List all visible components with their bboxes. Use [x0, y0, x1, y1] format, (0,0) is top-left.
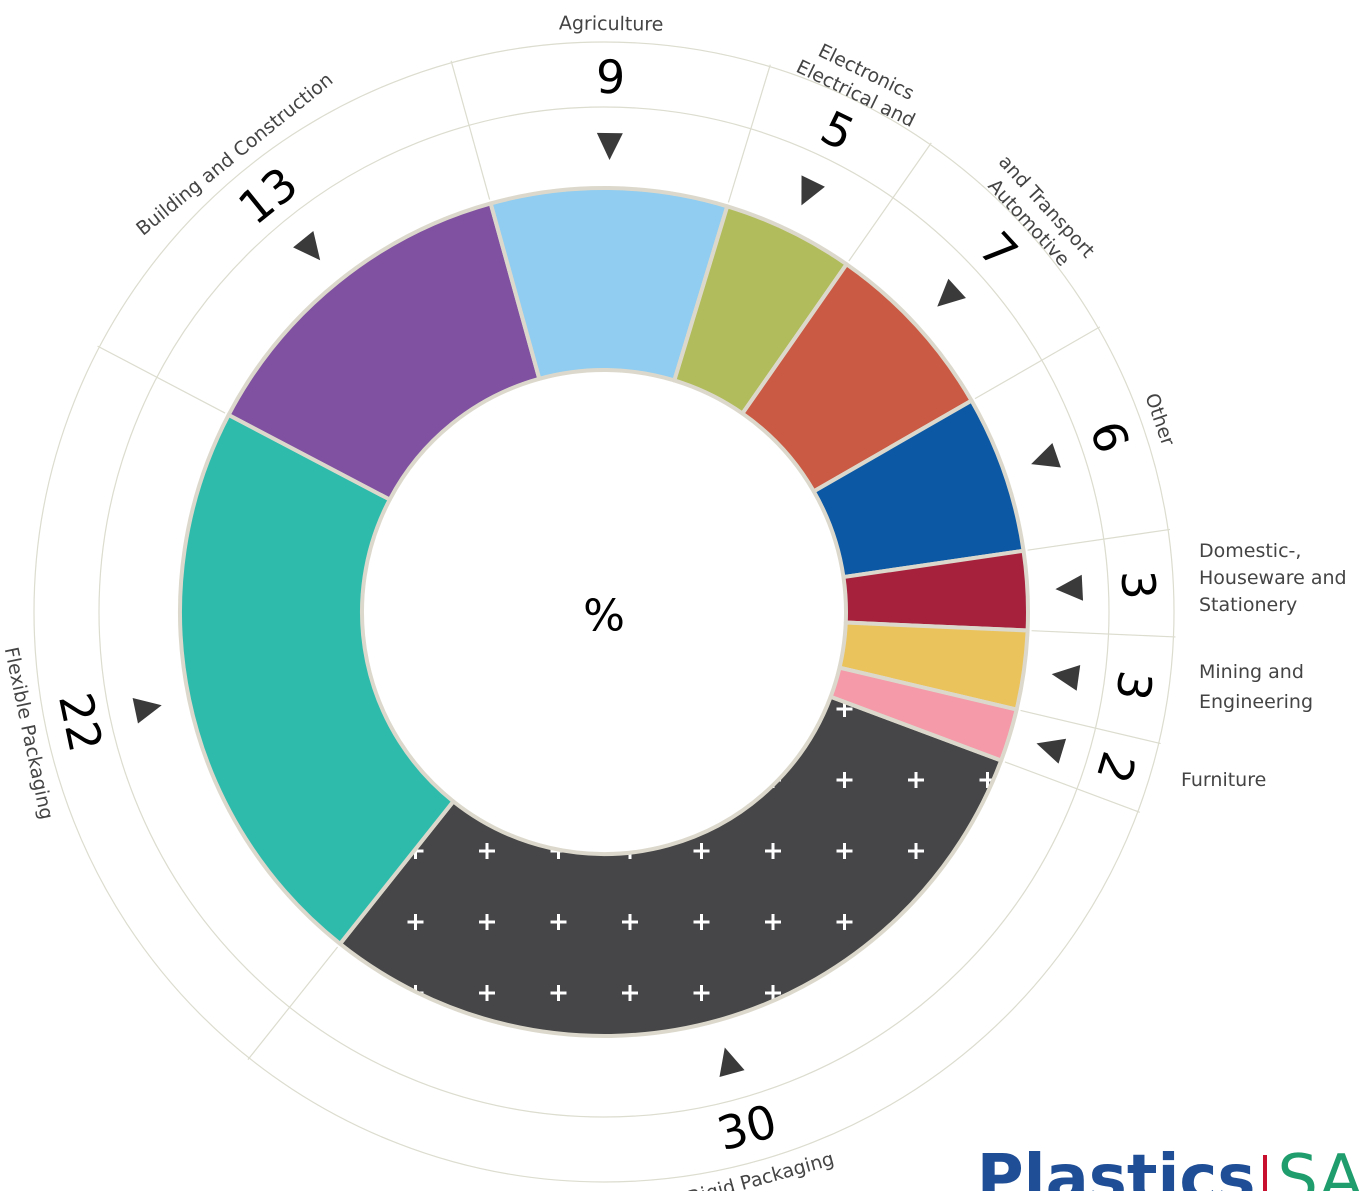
logo-divider-bar: [1263, 1155, 1268, 1191]
logo-sa-text: SA: [1277, 1142, 1363, 1191]
separator-line-5: [848, 142, 932, 262]
label-domestic-line3: Stationery: [1199, 594, 1298, 616]
value-label-automotive-and-transport: 7: [969, 222, 1029, 280]
value-label-electrical-and-electronics: 5: [813, 100, 863, 161]
separator-line-0: [1004, 761, 1140, 813]
value-label-flexible-packaging: 22: [48, 688, 113, 756]
label-mining-line2: Engineering: [1199, 691, 1313, 713]
pointer-flexible-packaging: [132, 698, 162, 724]
center-unit-label: %: [583, 591, 625, 642]
separator-line-3: [450, 60, 491, 200]
label-domestic-line2: Houseware and: [1199, 567, 1347, 589]
pointer-furniture: [1036, 738, 1067, 764]
value-label-building-and-construction: 13: [228, 156, 307, 235]
separator-line-7: [1027, 528, 1171, 551]
pointer-other: [1031, 442, 1061, 468]
value-label-domestic-houseware-and-stationery: 3: [1111, 569, 1166, 601]
label-furniture: Furniture: [1181, 767, 1266, 794]
slice-building-and-construction: [226, 201, 542, 502]
pointer-rigid-packaging: [719, 1047, 745, 1078]
category-label-agriculture: Agriculture: [559, 12, 664, 35]
pointer-domestic-houseware-and-stationery: [1055, 574, 1084, 601]
category-label-other: Other: [1140, 391, 1179, 449]
value-label-mining-and-engineering: 3: [1105, 667, 1163, 703]
pointer-mining-and-engineering: [1051, 664, 1081, 691]
slice-rigid-packaging: [338, 694, 1004, 1038]
separator-line-1: [247, 946, 339, 1061]
label-furniture-text: Furniture: [1181, 769, 1267, 791]
separator-line-2: [97, 345, 226, 414]
category-label-building: Building and Construction: [132, 69, 337, 241]
pointer-automotive-and-transport: [937, 278, 966, 307]
logo-plastics-text: Plastics: [976, 1142, 1256, 1191]
separator-line-6: [974, 326, 1101, 400]
separator-line-4: [727, 64, 771, 203]
pointer-building-and-construction: [293, 231, 321, 261]
pointer-agriculture: [596, 132, 623, 161]
guide-ring-2: [33, 41, 1175, 1183]
category-label-rigid: Rigid Packaging: [686, 1148, 837, 1191]
guide-ring-1: [98, 106, 1110, 1118]
label-mining-line1: Mining and: [1199, 661, 1304, 683]
separator-line-9: [1020, 709, 1161, 745]
plastics-sa-logo: Plastics SA: [977, 1139, 1363, 1191]
slice-furniture: [828, 665, 1019, 763]
separator-line-8: [1031, 630, 1176, 638]
label-domestic-line1: Domestic-,: [1199, 540, 1302, 562]
label-domestic: Domestic-, Houseware and Stationery: [1199, 538, 1347, 619]
category-label-flexible: Flexible Packaging: [0, 645, 58, 821]
pointer-electrical-and-electronics: [801, 175, 825, 206]
value-label-agriculture: 9: [596, 50, 626, 104]
slice-flexible-packaging: [178, 412, 456, 946]
label-mining: Mining and Engineering: [1199, 657, 1313, 717]
value-label-rigid-packaging: 30: [712, 1094, 783, 1162]
value-label-furniture: 2: [1086, 746, 1146, 790]
value-label-other: 6: [1079, 414, 1140, 459]
